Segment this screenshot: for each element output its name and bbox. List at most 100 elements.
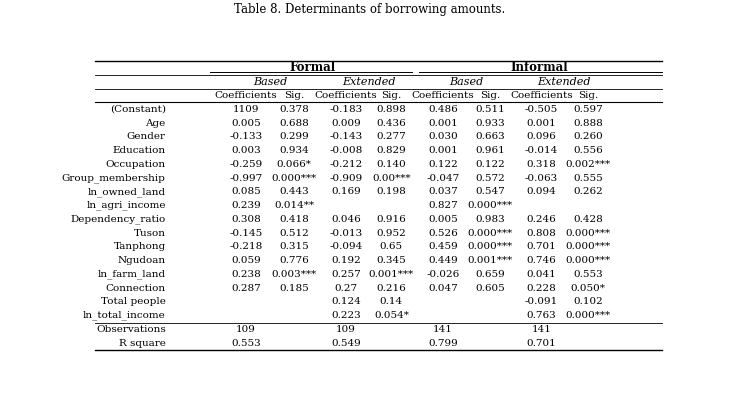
Text: 0.808: 0.808 — [526, 229, 556, 237]
Text: 0.085: 0.085 — [231, 187, 261, 196]
Text: 0.318: 0.318 — [526, 160, 556, 169]
Text: 0.605: 0.605 — [475, 284, 505, 293]
Text: Sig.: Sig. — [578, 91, 598, 100]
Text: 0.688: 0.688 — [279, 118, 309, 128]
Text: 0.555: 0.555 — [573, 173, 603, 182]
Text: ln_total_income: ln_total_income — [83, 311, 166, 320]
Text: 0.418: 0.418 — [279, 215, 309, 224]
Text: 0.122: 0.122 — [428, 160, 457, 169]
Text: 0.047: 0.047 — [428, 284, 457, 293]
Text: 0.041: 0.041 — [526, 270, 556, 279]
Text: 0.003: 0.003 — [231, 146, 261, 155]
Text: Education: Education — [112, 146, 166, 155]
Text: Table 8. Determinants of borrowing amounts.: Table 8. Determinants of borrowing amoun… — [234, 3, 505, 16]
Text: 0.299: 0.299 — [279, 132, 309, 141]
Text: 0.763: 0.763 — [526, 311, 556, 320]
Text: 0.238: 0.238 — [231, 270, 261, 279]
Text: -0.026: -0.026 — [426, 270, 460, 279]
Text: 0.003***: 0.003*** — [271, 270, 316, 279]
Text: 0.000***: 0.000*** — [271, 173, 316, 182]
Text: 109: 109 — [336, 325, 356, 334]
Text: 0.553: 0.553 — [231, 339, 261, 348]
Text: -0.909: -0.909 — [330, 173, 363, 182]
Text: 0.952: 0.952 — [376, 229, 406, 237]
Text: Coefficients: Coefficients — [510, 91, 573, 100]
Text: 0.000***: 0.000*** — [565, 243, 610, 251]
Text: 0.262: 0.262 — [573, 187, 603, 196]
Text: 0.933: 0.933 — [475, 118, 505, 128]
Text: Sig.: Sig. — [480, 91, 500, 100]
Text: 0.223: 0.223 — [331, 311, 361, 320]
Text: 0.428: 0.428 — [573, 215, 603, 224]
Text: R square: R square — [119, 339, 166, 348]
Text: Gender: Gender — [126, 132, 166, 141]
Text: Total people: Total people — [101, 297, 166, 307]
Text: -0.063: -0.063 — [525, 173, 558, 182]
Text: 0.001***: 0.001*** — [468, 256, 513, 265]
Text: -0.091: -0.091 — [525, 297, 558, 307]
Text: 0.000***: 0.000*** — [468, 243, 513, 251]
Text: -0.997: -0.997 — [229, 173, 262, 182]
Text: 0.001***: 0.001*** — [369, 270, 414, 279]
Text: Based: Based — [253, 77, 287, 87]
Text: 0.597: 0.597 — [573, 105, 603, 114]
Text: 141: 141 — [433, 325, 453, 334]
Text: 0.827: 0.827 — [428, 201, 457, 210]
Text: 0.526: 0.526 — [428, 229, 457, 237]
Text: 0.556: 0.556 — [573, 146, 603, 155]
Text: 0.124: 0.124 — [331, 297, 361, 307]
Text: 0.000***: 0.000*** — [468, 201, 513, 210]
Text: -0.014: -0.014 — [525, 146, 558, 155]
Text: -0.047: -0.047 — [426, 173, 460, 182]
Text: ln_owned_land: ln_owned_land — [87, 187, 166, 197]
Text: 0.122: 0.122 — [475, 160, 505, 169]
Text: 0.066*: 0.066* — [276, 160, 311, 169]
Text: 0.000***: 0.000*** — [565, 229, 610, 237]
Text: 0.287: 0.287 — [231, 284, 261, 293]
Text: -0.133: -0.133 — [229, 132, 262, 141]
Text: 0.140: 0.140 — [376, 160, 406, 169]
Text: 0.001: 0.001 — [428, 146, 457, 155]
Text: -0.505: -0.505 — [525, 105, 558, 114]
Text: 0.192: 0.192 — [331, 256, 361, 265]
Text: 0.037: 0.037 — [428, 187, 457, 196]
Text: 0.001: 0.001 — [526, 118, 556, 128]
Text: 0.888: 0.888 — [573, 118, 603, 128]
Text: -0.259: -0.259 — [229, 160, 262, 169]
Text: Sig.: Sig. — [284, 91, 304, 100]
Text: 0.054*: 0.054* — [374, 311, 409, 320]
Text: 0.14: 0.14 — [380, 297, 403, 307]
Text: Coefficients: Coefficients — [214, 91, 277, 100]
Text: 0.000***: 0.000*** — [565, 311, 610, 320]
Text: 0.001: 0.001 — [428, 118, 457, 128]
Text: 0.746: 0.746 — [526, 256, 556, 265]
Text: 0.277: 0.277 — [376, 132, 406, 141]
Text: 0.512: 0.512 — [279, 229, 309, 237]
Text: 0.185: 0.185 — [279, 284, 309, 293]
Text: 0.046: 0.046 — [331, 215, 361, 224]
Text: 0.315: 0.315 — [279, 243, 309, 251]
Text: 0.228: 0.228 — [526, 284, 556, 293]
Text: 0.169: 0.169 — [331, 187, 361, 196]
Text: -0.013: -0.013 — [330, 229, 363, 237]
Text: 0.102: 0.102 — [573, 297, 603, 307]
Text: 0.776: 0.776 — [279, 256, 309, 265]
Text: 0.916: 0.916 — [376, 215, 406, 224]
Text: Ngudoan: Ngudoan — [118, 256, 166, 265]
Text: ln_agri_income: ln_agri_income — [86, 201, 166, 211]
Text: 0.216: 0.216 — [376, 284, 406, 293]
Text: 0.27: 0.27 — [335, 284, 358, 293]
Text: Based: Based — [449, 77, 483, 87]
Text: Observations: Observations — [96, 325, 166, 334]
Text: 0.005: 0.005 — [428, 215, 457, 224]
Text: -0.008: -0.008 — [330, 146, 363, 155]
Text: 0.050*: 0.050* — [571, 284, 605, 293]
Text: 0.239: 0.239 — [231, 201, 261, 210]
Text: 0.378: 0.378 — [279, 105, 309, 114]
Text: Group_membership: Group_membership — [62, 173, 166, 183]
Text: Tuson: Tuson — [134, 229, 166, 237]
Text: 0.572: 0.572 — [475, 173, 505, 182]
Text: 0.436: 0.436 — [376, 118, 406, 128]
Text: 0.246: 0.246 — [526, 215, 556, 224]
Text: 109: 109 — [236, 325, 256, 334]
